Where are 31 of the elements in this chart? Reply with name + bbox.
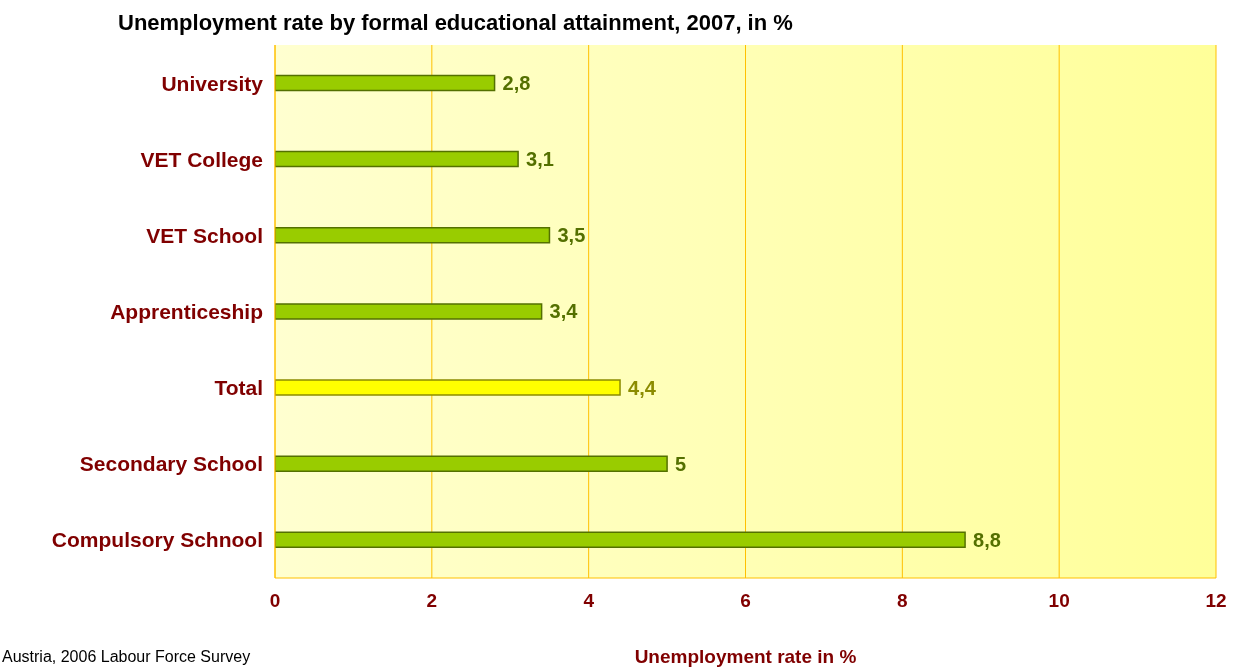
y-tick-label: VET School (146, 223, 263, 247)
y-tick-label: VET College (140, 147, 263, 171)
data-label: 4,4 (628, 376, 657, 399)
bar (275, 303, 543, 320)
y-tick-label: Total (214, 376, 263, 400)
bar (275, 455, 668, 472)
bar (275, 150, 519, 168)
x-tick-label: 4 (583, 590, 595, 612)
y-tick-label: University (161, 71, 264, 95)
data-label: 5 (675, 452, 687, 475)
data-label: 8,8 (973, 528, 1001, 551)
x-tick-label: 10 (1048, 590, 1070, 612)
bar (275, 531, 966, 549)
bar (275, 74, 496, 92)
bar (275, 379, 621, 396)
y-tick-label: Apprenticeship (110, 299, 263, 323)
x-axis-title: Unemployment rate in % (633, 646, 858, 668)
data-label: 2,8 (502, 71, 531, 94)
text: Austria, 2006 Labour Force Survey (2, 648, 251, 666)
x-tick-label: 0 (269, 590, 281, 612)
bar (275, 226, 551, 244)
y-tick-label: Compulsory Schnool (51, 528, 263, 552)
data-label: 3,4 (549, 300, 579, 323)
chart-title: Unemployment rate by formal educational attainment, 2007, in % (118, 10, 793, 36)
x-tick-label: 2 (426, 590, 438, 612)
x-tick-label: 8 (897, 590, 908, 612)
data-label: 3,1 (526, 148, 554, 171)
x-tick-label: 6 (740, 590, 751, 612)
x-tick-label: 12 (1205, 590, 1227, 612)
data-label: 3,5 (557, 224, 586, 247)
y-tick-label: Secondary School (79, 452, 263, 476)
